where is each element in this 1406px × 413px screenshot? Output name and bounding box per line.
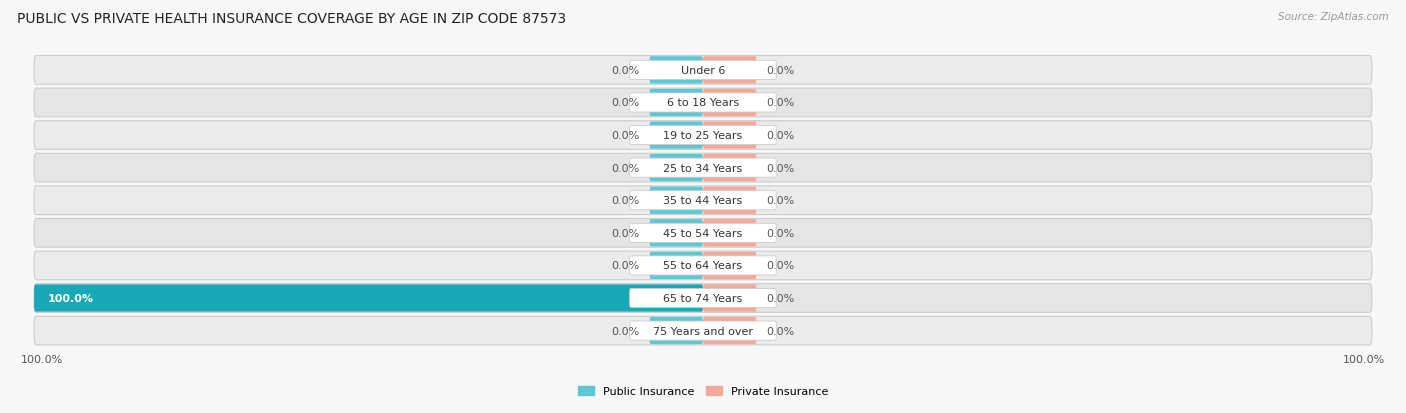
FancyBboxPatch shape — [630, 191, 776, 210]
Text: 75 Years and over: 75 Years and over — [652, 326, 754, 336]
FancyBboxPatch shape — [703, 90, 756, 117]
Text: 100.0%: 100.0% — [48, 293, 94, 303]
FancyBboxPatch shape — [703, 187, 756, 214]
Text: 0.0%: 0.0% — [766, 261, 794, 271]
Legend: Public Insurance, Private Insurance: Public Insurance, Private Insurance — [575, 383, 831, 399]
Text: 45 to 54 Years: 45 to 54 Years — [664, 228, 742, 238]
Text: 0.0%: 0.0% — [766, 131, 794, 141]
FancyBboxPatch shape — [650, 122, 703, 150]
Text: 0.0%: 0.0% — [766, 98, 794, 108]
FancyBboxPatch shape — [34, 154, 1372, 183]
FancyBboxPatch shape — [34, 316, 1372, 345]
FancyBboxPatch shape — [650, 317, 703, 344]
FancyBboxPatch shape — [650, 154, 703, 182]
FancyBboxPatch shape — [630, 61, 776, 80]
Text: 100.0%: 100.0% — [21, 354, 63, 365]
FancyBboxPatch shape — [34, 121, 1372, 150]
Text: 0.0%: 0.0% — [612, 131, 640, 141]
Text: 100.0%: 100.0% — [1343, 354, 1385, 365]
Text: 55 to 64 Years: 55 to 64 Years — [664, 261, 742, 271]
FancyBboxPatch shape — [703, 317, 756, 344]
Text: 0.0%: 0.0% — [612, 261, 640, 271]
FancyBboxPatch shape — [34, 219, 1372, 247]
FancyBboxPatch shape — [630, 321, 776, 340]
FancyBboxPatch shape — [630, 256, 776, 275]
Text: PUBLIC VS PRIVATE HEALTH INSURANCE COVERAGE BY AGE IN ZIP CODE 87573: PUBLIC VS PRIVATE HEALTH INSURANCE COVER… — [17, 12, 567, 26]
FancyBboxPatch shape — [630, 126, 776, 145]
Text: 0.0%: 0.0% — [766, 163, 794, 173]
Text: Source: ZipAtlas.com: Source: ZipAtlas.com — [1278, 12, 1389, 22]
FancyBboxPatch shape — [650, 57, 703, 84]
FancyBboxPatch shape — [630, 224, 776, 243]
FancyBboxPatch shape — [650, 220, 703, 247]
Text: 0.0%: 0.0% — [612, 326, 640, 336]
FancyBboxPatch shape — [650, 187, 703, 214]
Text: 0.0%: 0.0% — [766, 196, 794, 206]
Text: 65 to 74 Years: 65 to 74 Years — [664, 293, 742, 303]
Text: 0.0%: 0.0% — [766, 293, 794, 303]
FancyBboxPatch shape — [703, 57, 756, 84]
FancyBboxPatch shape — [703, 220, 756, 247]
Text: 0.0%: 0.0% — [766, 66, 794, 76]
FancyBboxPatch shape — [630, 159, 776, 178]
FancyBboxPatch shape — [34, 57, 1372, 85]
FancyBboxPatch shape — [630, 289, 776, 308]
Text: 0.0%: 0.0% — [766, 326, 794, 336]
FancyBboxPatch shape — [34, 284, 1372, 313]
FancyBboxPatch shape — [703, 252, 756, 279]
Text: 35 to 44 Years: 35 to 44 Years — [664, 196, 742, 206]
FancyBboxPatch shape — [703, 154, 756, 182]
Text: 0.0%: 0.0% — [612, 228, 640, 238]
Text: 19 to 25 Years: 19 to 25 Years — [664, 131, 742, 141]
Text: 0.0%: 0.0% — [612, 98, 640, 108]
FancyBboxPatch shape — [650, 252, 703, 279]
Text: 0.0%: 0.0% — [766, 228, 794, 238]
FancyBboxPatch shape — [630, 94, 776, 113]
FancyBboxPatch shape — [34, 252, 1372, 280]
FancyBboxPatch shape — [650, 90, 703, 117]
FancyBboxPatch shape — [34, 186, 1372, 215]
Text: 0.0%: 0.0% — [612, 66, 640, 76]
FancyBboxPatch shape — [703, 285, 756, 312]
FancyBboxPatch shape — [703, 122, 756, 150]
Text: Under 6: Under 6 — [681, 66, 725, 76]
Text: 25 to 34 Years: 25 to 34 Years — [664, 163, 742, 173]
FancyBboxPatch shape — [34, 89, 1372, 118]
FancyBboxPatch shape — [34, 285, 703, 312]
Text: 0.0%: 0.0% — [612, 196, 640, 206]
Text: 0.0%: 0.0% — [612, 163, 640, 173]
Text: 6 to 18 Years: 6 to 18 Years — [666, 98, 740, 108]
